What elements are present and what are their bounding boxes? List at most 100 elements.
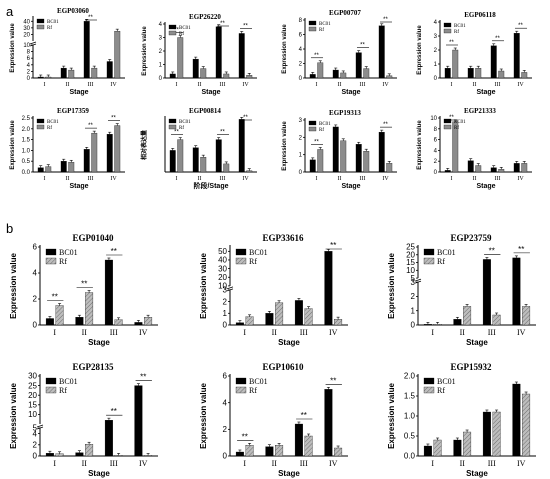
y-tick-label: 2.0 <box>22 127 31 133</box>
legend-label-bc01: BC01 <box>319 22 331 27</box>
x-axis-label: Stage <box>466 338 488 347</box>
bar-rf-stage-1 <box>177 37 184 79</box>
bar-rf-stage-2 <box>85 292 94 326</box>
y-axis-label: Expression value <box>387 253 396 319</box>
bar-rf-stage-3 <box>223 73 230 79</box>
x-axis-label: Stage <box>69 89 88 96</box>
y-axis-label: Expression value <box>142 26 148 76</box>
bar-rf-stage-4 <box>522 393 531 457</box>
x-tick-label: III <box>495 82 501 88</box>
significance-label: ** <box>81 280 87 289</box>
legend-swatch-rf <box>443 124 452 130</box>
y-tick-label: 8 <box>299 18 303 24</box>
y-tick-label: 20 <box>218 273 227 282</box>
x-tick-label: I <box>44 176 46 182</box>
y-axis-label: Expression value <box>9 383 18 449</box>
y-axis-label: 相对表达量 <box>140 130 148 160</box>
legend-label-bc01: BC01 <box>437 377 456 386</box>
y-tick-label: 40 <box>23 19 30 25</box>
bar-bc01-stage-2 <box>75 452 84 457</box>
x-tick-label: IV <box>110 82 117 88</box>
bar-bc01-stage-4 <box>324 251 333 326</box>
y-tick-label: 4 <box>27 63 31 69</box>
significance-label: ** <box>52 293 58 302</box>
bar-bc01-stage-4 <box>238 33 245 79</box>
y-axis-label: Expression value <box>9 253 18 319</box>
y-tick-label: 2 <box>299 135 303 141</box>
significance-label: ** <box>383 122 388 128</box>
bar-bc01-stage-1 <box>169 150 176 173</box>
bar-rf-stage-1 <box>433 439 442 457</box>
bar-rf-stage-2 <box>340 140 347 173</box>
y-tick-label: 30 <box>218 264 227 273</box>
significance-label: ** <box>111 247 117 256</box>
bar-rf-stage-4 <box>334 447 343 457</box>
significance-label: ** <box>174 130 179 136</box>
x-tick-label: IV <box>242 176 249 182</box>
y-tick-label: 15 <box>28 400 37 409</box>
bar-rf-stage-3 <box>498 169 505 173</box>
x-tick-label: II <box>198 176 202 182</box>
y-tick-label: 10 <box>23 43 30 49</box>
chart-title: EGP06118 <box>464 11 496 19</box>
legend-swatch-bc01 <box>443 118 452 124</box>
x-axis-label: Stage <box>476 89 495 96</box>
bar-bc01-stage-2 <box>192 58 199 79</box>
x-tick-label: I <box>243 459 246 468</box>
legend-swatch-bc01 <box>168 24 177 30</box>
bar-bc01-stage-2 <box>332 69 339 79</box>
chart-title: EGP10610 <box>262 362 304 372</box>
legend-label-rf: Rf <box>59 257 67 266</box>
chart-title: EGP28135 <box>72 362 114 372</box>
bar-bc01-stage-2 <box>467 160 474 173</box>
legend-label-bc01: BC01 <box>437 248 456 257</box>
y-tick-label: 2 <box>434 48 438 54</box>
legend-label-rf: Rf <box>319 28 324 33</box>
legend-label-bc01: BC01 <box>249 377 268 386</box>
y-tick-label: 4 <box>223 398 228 407</box>
significance-label: ** <box>88 15 93 21</box>
y-tick-label: 1.5 <box>404 392 416 401</box>
bar-rf-stage-3 <box>91 67 98 79</box>
y-tick-label: 1.0 <box>404 412 416 421</box>
bar-rf-stage-4 <box>114 125 121 173</box>
x-tick-label: III <box>88 176 94 182</box>
y-tick-label: 8 <box>434 127 438 133</box>
x-tick-label: II <box>473 176 477 182</box>
bar-bc01-stage-3 <box>215 26 222 79</box>
x-tick-label: I <box>176 82 178 88</box>
significance-label: ** <box>220 130 225 136</box>
legend-swatch-bc01 <box>235 377 247 385</box>
y-axis-label: Expression value <box>417 25 423 75</box>
bar-rf-stage-1 <box>433 324 442 326</box>
chart-title: EGP17359 <box>57 107 89 115</box>
bar-rf-stage-2 <box>275 445 284 457</box>
bar-rf-stage-4 <box>246 75 253 79</box>
bar-rf-stage-3 <box>114 455 123 457</box>
y-tick-label: 15 <box>406 258 415 267</box>
x-axis-label: Stage <box>278 338 300 347</box>
legend-label-bc01: BC01 <box>319 122 331 127</box>
chart-egp01040: EGP01040 0 2 4 6 Expression value ** I ** II ** III… <box>9 233 158 347</box>
y-tick-label: 1 <box>223 309 228 318</box>
x-tick-label: IV <box>242 82 249 88</box>
legend-swatch-bc01 <box>168 118 177 124</box>
y-tick-label: 2 <box>223 425 228 434</box>
bar-bc01-stage-4 <box>378 131 385 173</box>
bar-bc01-stage-3 <box>355 52 362 79</box>
chart-title: EGP15932 <box>450 362 492 372</box>
y-tick-label: 2 <box>299 62 303 68</box>
bar-rf-stage-1 <box>45 76 52 79</box>
legend-label-bc01: BC01 <box>454 24 466 29</box>
y-tick-label: 1 <box>411 306 416 315</box>
y-axis-label: Expression value <box>417 120 423 170</box>
x-tick-label: III <box>88 82 94 88</box>
x-tick-label: II <box>460 459 466 468</box>
y-axis-label: Expression value <box>282 24 288 74</box>
legend-label-rf: Rf <box>47 26 52 31</box>
legend-label-rf: Rf <box>319 128 324 133</box>
